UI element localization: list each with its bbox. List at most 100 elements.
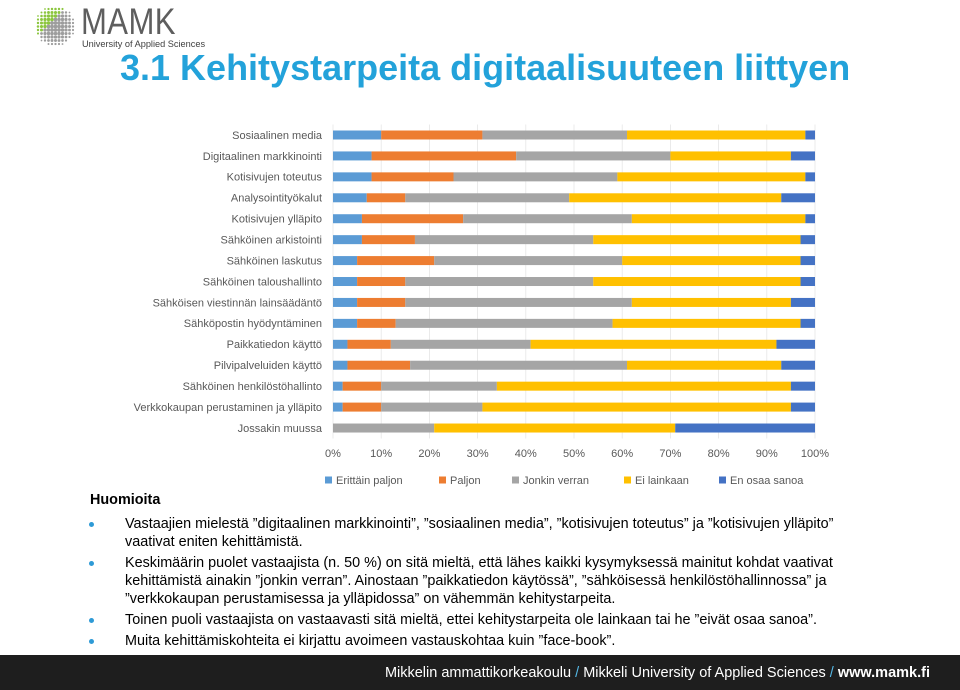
note-line: vaativat eniten kehittämistä. [125,534,303,550]
note-text: Toinen puoli vastaajista on vastaavasti … [125,611,960,629]
bar-segment [776,339,815,349]
note-line: kehittämistä ainakin ”jonkin verran”. Ai… [125,573,827,589]
note-line: Muita kehittämiskohteita ei kirjattu avo… [125,633,616,649]
category-label: Paikkatiedon käyttö [227,339,322,351]
logo-dot [46,24,51,29]
bar-segment [333,214,362,224]
footer-separator: / [575,664,580,681]
x-tick-label: 20% [418,448,440,460]
logo-dot [43,17,47,22]
bar-segment [357,318,396,328]
x-tick-label: 60% [611,448,633,460]
note-item: Vastaajien mielestä ”digitaalinen markki… [0,515,960,551]
bar-segment [390,339,531,349]
legend-label: En osaa sanoa [730,475,804,487]
logo-dot [50,21,54,25]
logo-dot [68,11,71,14]
bullet-icon [89,522,94,527]
note-line: Vastaajien mielestä ”digitaalinen markki… [125,516,834,532]
category-label: Sähköinen laskutus [227,255,323,267]
logo-dot [61,39,64,42]
bar-segment [333,423,435,433]
bar-segment [482,402,791,412]
category-label: Digitaalinen markkinointi [203,151,322,163]
logo-dot [68,25,71,28]
bar-segment [434,256,623,266]
logo-dot [46,17,51,22]
logo-dot [57,39,61,42]
x-tick-label: 70% [659,448,681,460]
logo-dot [57,31,61,36]
bar-segment [781,360,815,370]
bar-segment [405,277,594,287]
bar-segment [631,297,791,307]
logo-dots [36,7,75,46]
legend-swatch [624,476,631,484]
logo-dot [46,35,51,39]
bar-segment [434,423,676,433]
stacked-bar-chart: Sosiaalinen media Digitaalinen markkinoin… [134,124,829,487]
logo-subtitle: University of Applied Sciences [82,39,206,49]
logo-dot [50,24,54,29]
slide-title: 3.1 Kehitystarpeita digitaalisuuteen lii… [120,47,851,88]
logo-dot [37,15,39,17]
bar-segment [790,402,815,412]
legend-swatch [512,476,519,484]
bar-segment [453,172,618,182]
bar-segment [333,130,382,140]
x-axis-tick-labels: 0% 10% 20% 30% 40% 50% 60% 70% 80% 90% 100% [325,448,829,460]
logo-dot [60,21,65,25]
logo-dot [61,43,64,45]
bar-segment [333,193,367,203]
bar-segment [333,297,358,307]
logo-dot [53,31,58,36]
x-tick-label: 80% [708,448,730,460]
logo-dot [64,31,68,36]
logo-dot [43,14,47,18]
x-tick-label: 90% [756,448,778,460]
logo-dot [57,35,61,39]
bar-segment [631,214,806,224]
bar-segment [381,402,483,412]
bar-segment [805,214,815,224]
logo-dot [50,17,54,22]
logo-dot [53,24,58,29]
x-tick-label: 50% [563,448,585,460]
logo-dot [43,11,47,14]
logo-dot [60,17,65,22]
bar-segment [357,277,406,287]
logo-dot [68,28,71,32]
footer-school-en: Mikkeli University of Applied Sciences [583,664,826,681]
legend: Erittäin paljon Paljon Jonkin verran Ei lai… [325,475,804,487]
bar-segment [675,423,815,433]
legend-swatch [719,476,726,484]
bar-segment [593,277,801,287]
footer-text: Mikkelin ammattikorkeakoulu / Mikkeli Un… [385,664,960,682]
bar-segment [800,235,815,245]
legend-item: Ei lainkaan [624,475,689,487]
bar-segment [617,172,806,182]
bullet-icon [89,561,94,566]
bar-segment [333,381,343,391]
logo-dot [40,32,43,35]
logo-dot [61,11,64,14]
logo-dot [57,21,61,25]
logo-dot [60,28,65,32]
logo-dot [64,21,68,25]
category-label: Kotisivujen toteutus [227,172,323,184]
mamk-globe-icon [36,7,75,46]
logo-dot [40,18,43,21]
bar-segment [805,130,815,140]
logo-dot [68,35,71,39]
logo-dot [50,35,54,39]
logo-dot [60,31,65,36]
logo-dot [53,14,58,18]
logo-dot [53,28,58,32]
category-label: Sähköpostin hyödyntäminen [184,318,322,330]
logo-dot [64,11,68,14]
logo-dot [64,35,68,39]
logo-dot [50,39,54,42]
bar-segment [333,172,372,182]
logo-dot [61,7,64,11]
